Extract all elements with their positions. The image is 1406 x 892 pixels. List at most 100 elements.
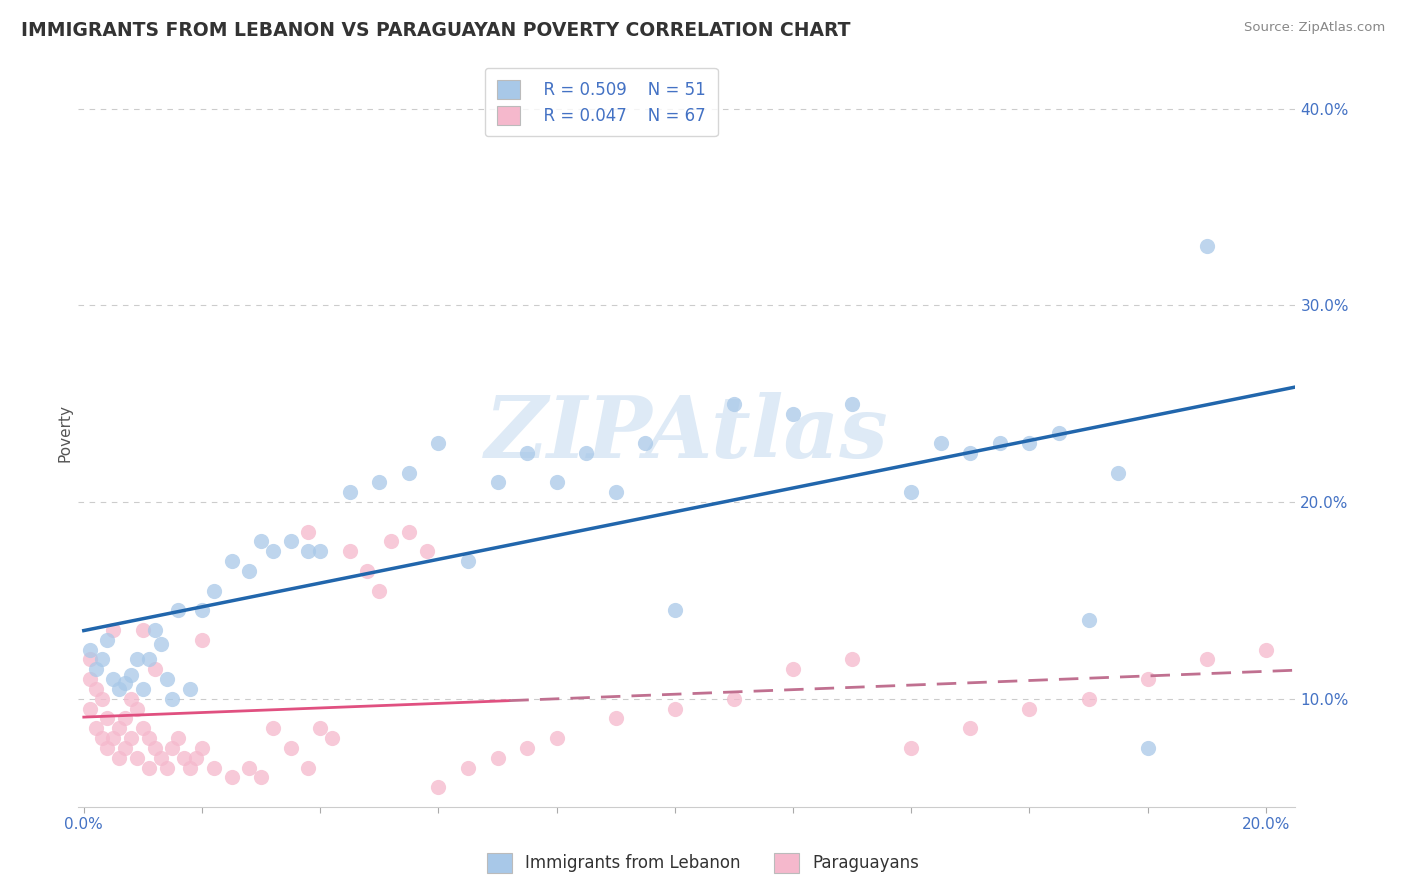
Point [221,554,243,568]
Point [634,436,657,450]
Point [108,751,131,765]
Point [959,721,981,735]
Point [138,761,160,775]
Point [356,564,378,578]
Point [575,446,598,460]
Point [398,466,420,480]
Point [125,751,148,765]
Point [959,446,981,460]
Point [516,741,538,756]
Point [79,672,101,686]
Point [262,544,284,558]
Point [262,721,284,735]
Point [427,780,450,795]
Point [1047,426,1070,441]
Point [280,534,302,549]
Point [309,544,332,558]
Point [90,731,112,746]
Point [162,691,184,706]
Point [929,436,952,450]
Point [782,407,804,421]
Point [250,534,273,549]
Point [138,731,160,746]
Point [415,544,437,558]
Point [339,544,361,558]
Point [155,761,177,775]
Point [368,475,391,490]
Point [723,397,745,411]
Point [79,642,101,657]
Point [96,711,118,725]
Point [380,534,402,549]
Point [221,771,243,785]
Point [427,436,450,450]
Point [167,731,190,746]
Point [321,731,343,746]
Point [297,524,319,539]
Point [457,554,479,568]
Point [782,662,804,676]
Point [84,721,107,735]
Point [1018,436,1040,450]
Point [114,676,136,690]
Point [179,681,201,696]
Point [841,652,863,666]
Point [723,691,745,706]
Point [114,711,136,725]
Text: Source: ZipAtlas.com: Source: ZipAtlas.com [1244,21,1385,34]
Point [988,436,1011,450]
Point [167,603,190,617]
Point [103,672,125,686]
Point [457,761,479,775]
Point [103,731,125,746]
Point [664,603,686,617]
Point [1195,652,1218,666]
Point [1195,239,1218,253]
Point [900,485,922,500]
Point [1136,741,1159,756]
Point [143,741,166,756]
Point [546,475,568,490]
Point [149,637,172,651]
Point [605,485,627,500]
Point [309,721,332,735]
Point [191,741,214,756]
Point [125,701,148,715]
Point [339,485,361,500]
Point [297,761,319,775]
Point [238,761,260,775]
Point [1136,672,1159,686]
Point [398,524,420,539]
Point [184,751,207,765]
Point [143,662,166,676]
Point [191,603,214,617]
Point [516,446,538,460]
Point [1254,642,1277,657]
Point [1077,691,1099,706]
Point [79,701,101,715]
Point [132,721,155,735]
Point [173,751,195,765]
Point [79,652,101,666]
Point [120,731,142,746]
Y-axis label: Poverty: Poverty [58,404,72,462]
Point [114,741,136,756]
Point [120,668,142,682]
Point [202,583,225,598]
Point [250,771,273,785]
Point [132,623,155,637]
Point [138,652,160,666]
Point [191,632,214,647]
Legend:   R = 0.509    N = 51,   R = 0.047    N = 67: R = 0.509 N = 51, R = 0.047 N = 67 [485,68,718,136]
Point [280,741,302,756]
Point [125,652,148,666]
Point [90,652,112,666]
Point [149,751,172,765]
Point [486,475,509,490]
Point [1107,466,1129,480]
Point [162,741,184,756]
Point [108,721,131,735]
Point [120,691,142,706]
Point [486,751,509,765]
Point [179,761,201,775]
